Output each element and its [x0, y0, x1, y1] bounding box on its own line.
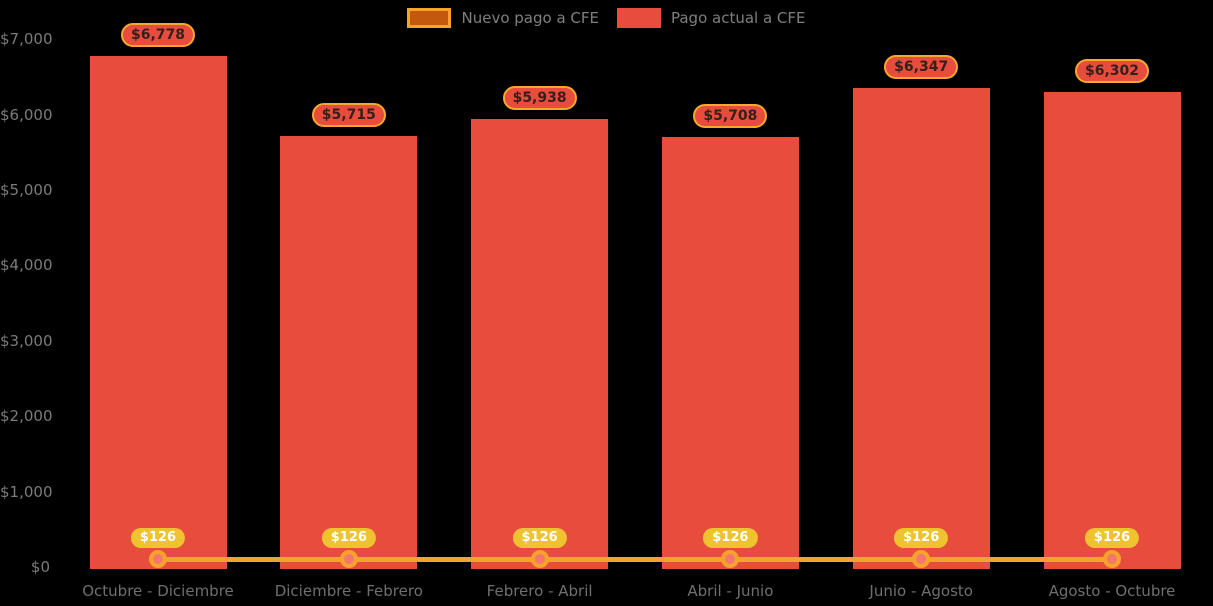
line-value-badge: $126: [1084, 528, 1140, 549]
bar-abril-junio[interactable]: [661, 136, 799, 569]
bar-febrero-abril[interactable]: [471, 119, 609, 569]
line-point[interactable]: [912, 550, 931, 569]
line-point[interactable]: [530, 550, 549, 569]
legend-swatch-pago-actual-icon: [616, 8, 661, 28]
legend-item-pago-actual[interactable]: Pago actual a CFE: [616, 8, 806, 28]
y-axis-tick-label: $7,000: [0, 30, 53, 49]
line-value-badge: $126: [512, 528, 567, 549]
y-axis-tick-label: $2,000: [0, 407, 53, 426]
line-series: [158, 556, 1112, 562]
legend-item-nuevo-pago[interactable]: Nuevo pago a CFE: [407, 8, 599, 28]
y-axis-tick-label: $3,000: [0, 331, 53, 350]
y-axis-tick-label: $5,000: [0, 181, 53, 199]
legend-label-nuevo-pago: Nuevo pago a CFE: [461, 9, 599, 27]
x-axis-label: Junio - Agosto: [869, 582, 973, 600]
x-axis-label: Octubre - Diciembre: [82, 582, 234, 600]
x-axis-label: Diciembre - Febrero: [274, 582, 423, 600]
bar-junio-agosto[interactable]: [852, 88, 990, 569]
bar-value-badge: $6,778: [120, 22, 196, 47]
bar-value-badge: $5,715: [311, 103, 386, 128]
bar-agosto-octubre[interactable]: [1043, 91, 1181, 569]
y-axis-tick-label: $6,000: [0, 105, 53, 124]
y-axis-tick-label: $1,000: [0, 482, 53, 501]
bar-value-badge: $6,347: [884, 55, 959, 80]
bar-value-badge: $5,938: [502, 86, 577, 111]
legend-swatch-nuevo-pago-icon: [407, 8, 452, 28]
x-axis-label: Abril - Junio: [687, 582, 774, 600]
line-value-badge: $126: [321, 528, 376, 549]
line-point[interactable]: [721, 550, 740, 569]
y-axis-tick-label: $4,000: [0, 256, 53, 275]
line-value-badge: $126: [894, 528, 949, 549]
bar-value-badge: $6,302: [1074, 58, 1150, 83]
line-value-badge: $126: [130, 528, 186, 549]
line-point[interactable]: [149, 550, 167, 569]
bar-value-badge: $5,708: [693, 103, 768, 128]
legend-label-pago-actual: Pago actual a CFE: [670, 9, 806, 27]
line-point[interactable]: [339, 550, 358, 569]
x-axis-label: Febrero - Abril: [486, 582, 593, 600]
bar-diciembre-febrero[interactable]: [280, 136, 418, 569]
x-axis-label: Agosto - Octubre: [1048, 582, 1176, 600]
legend: Nuevo pago a CFE Pago actual a CFE: [0, 8, 1213, 28]
y-axis-tick-label: $0: [30, 558, 50, 576]
line-point[interactable]: [1103, 550, 1121, 569]
line-value-badge: $126: [703, 528, 758, 549]
bar-octubre-diciembre[interactable]: [89, 55, 227, 569]
